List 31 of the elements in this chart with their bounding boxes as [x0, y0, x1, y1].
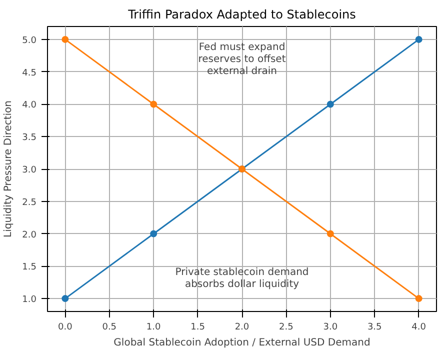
y-tick-label: 3.0 — [22, 166, 37, 176]
x-tick-label: 2.5 — [279, 322, 294, 332]
y-tick-label: 1.0 — [22, 295, 37, 306]
point — [62, 295, 69, 302]
y-tick-label: 3.5 — [22, 133, 37, 144]
x-tick-label: 3.0 — [323, 322, 338, 332]
x-tick-label: 3.5 — [367, 322, 382, 332]
point — [150, 100, 158, 108]
point — [62, 36, 69, 43]
y-tick-label: 2.0 — [22, 230, 37, 240]
x-tick-label: 0.5 — [102, 322, 117, 332]
y-tick-label: 4.0 — [22, 100, 37, 111]
x-axis-title: Global Stablecoin Adoption / External USD Demand — [114, 338, 370, 348]
x-tick-label: 2.0 — [234, 322, 250, 332]
x-tick-label: 4.0 — [412, 322, 426, 332]
point — [150, 230, 158, 238]
point — [326, 100, 334, 108]
annotation: Private stablecoin demand absorbs dollar liquidity — [175, 267, 309, 290]
y-tick-label: 5.0 — [22, 36, 37, 46]
chart-title: Triffin Paradox Adapted to Stablecoins — [127, 8, 356, 22]
point — [415, 295, 422, 302]
y-tick-label: 4.5 — [22, 68, 37, 78]
y-axis-title: Liquidity Pressure Direction — [3, 100, 14, 238]
point — [415, 36, 422, 43]
x-tick-label: 1.0 — [146, 322, 162, 332]
y-tick-label: 1.5 — [22, 262, 37, 273]
y-tick-label: 2.5 — [22, 198, 37, 208]
x-tick-label: 0.0 — [58, 322, 73, 332]
x-tick-label: 1.5 — [190, 322, 205, 332]
point — [326, 230, 334, 238]
annotation: Fed must expand reserves to offset external drain — [198, 42, 286, 77]
